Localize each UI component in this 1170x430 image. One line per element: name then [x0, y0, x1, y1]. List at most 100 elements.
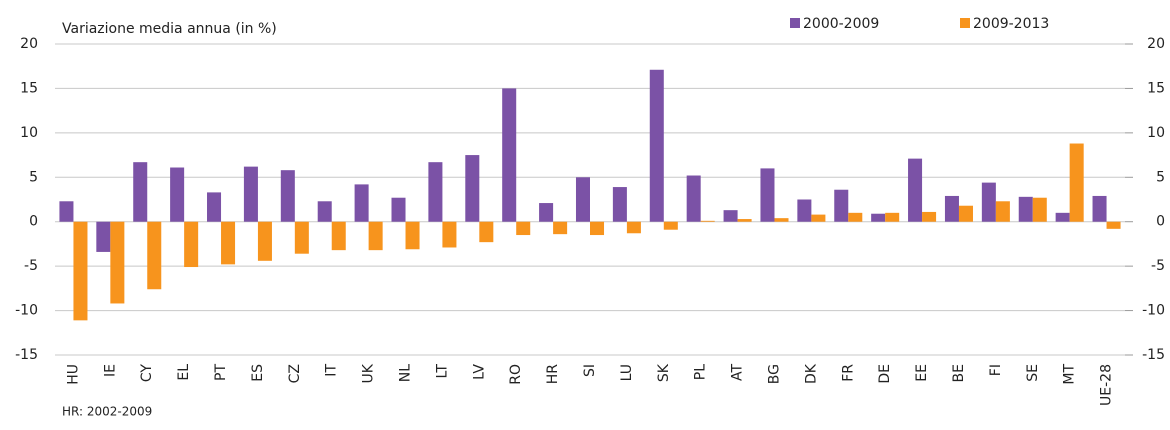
- y-tick-label: -5: [24, 258, 38, 274]
- bar: [207, 192, 222, 222]
- y-tick-label: 20: [20, 36, 38, 52]
- bar: [1106, 221, 1121, 229]
- bar: [995, 201, 1010, 222]
- bar: [848, 212, 863, 222]
- y2-tick-label: -15: [1142, 347, 1165, 363]
- x-tick-label: BE: [951, 364, 967, 382]
- bar: [686, 175, 701, 222]
- x-tick-label: DE: [877, 364, 893, 384]
- y2-tick-label: 0: [1156, 214, 1165, 230]
- x-tick-label: UE-28: [1099, 364, 1115, 406]
- bar: [626, 221, 641, 234]
- x-tick-label: EE: [914, 364, 930, 382]
- legend-swatch: [790, 18, 800, 28]
- x-tick-label: IT: [324, 364, 340, 377]
- bar: [885, 212, 900, 222]
- bar: [723, 210, 738, 222]
- y2-tick-label: 20: [1147, 36, 1165, 52]
- y2-tick-label: 5: [1156, 169, 1165, 185]
- y2-tick-label: 10: [1147, 125, 1165, 141]
- x-tick-label: HU: [65, 364, 81, 385]
- bar: [442, 221, 457, 248]
- y-tick-label: -10: [15, 303, 38, 319]
- bar: [257, 221, 272, 261]
- x-tick-label: SK: [656, 363, 672, 382]
- bar: [797, 199, 812, 222]
- bar: [774, 218, 789, 222]
- bar: [575, 177, 590, 222]
- bar: [317, 201, 332, 222]
- x-tick-label: PL: [693, 364, 709, 380]
- x-tick-label: HR: [545, 364, 561, 385]
- bar: [221, 221, 236, 265]
- x-tick-label: UK: [361, 363, 377, 383]
- legend-label: 2000-2009: [803, 16, 879, 32]
- bar: [391, 197, 406, 222]
- x-tick-label: SI: [582, 364, 598, 377]
- bar: [280, 170, 295, 222]
- bar: [465, 155, 480, 222]
- x-tick-label: CZ: [287, 364, 303, 383]
- y2-tick-label: -10: [1142, 303, 1165, 319]
- x-tick-label: ES: [250, 364, 266, 382]
- bar: [133, 162, 148, 222]
- x-tick-label: AT: [730, 364, 746, 381]
- x-tick-label: LV: [471, 364, 487, 380]
- bar: [737, 219, 752, 222]
- bar: [428, 162, 443, 222]
- y-tick-label: -15: [15, 347, 38, 363]
- y2-tick-label: 15: [1147, 80, 1165, 96]
- bar: [663, 221, 678, 230]
- y-tick-label: 5: [29, 169, 38, 185]
- bar: [908, 158, 923, 222]
- x-tick-label: PT: [213, 364, 229, 381]
- bar: [59, 201, 74, 222]
- bar: [331, 221, 346, 251]
- bar: [1018, 196, 1033, 222]
- x-tick-label: FR: [840, 364, 856, 382]
- legend-swatch: [960, 18, 970, 28]
- y-tick-label: 10: [20, 125, 38, 141]
- bar: [834, 189, 849, 222]
- bar: [944, 195, 959, 222]
- x-tick-label: NL: [398, 364, 414, 382]
- legend-label: 2009-2013: [973, 16, 1049, 32]
- bar: [958, 205, 973, 222]
- x-tick-label: FI: [988, 364, 1004, 376]
- bar: [1055, 212, 1070, 222]
- bar: [170, 167, 185, 222]
- x-tick-label: IE: [102, 364, 118, 377]
- x-tick-label: MT: [1062, 364, 1078, 385]
- y2-tick-label: -5: [1151, 258, 1165, 274]
- x-tick-label: DK: [803, 363, 819, 384]
- bar: [184, 221, 199, 268]
- y-tick-label: 15: [20, 80, 38, 96]
- bar: [479, 221, 494, 243]
- bar: [649, 69, 664, 222]
- bar: [368, 221, 383, 251]
- x-tick-label: CY: [139, 364, 155, 383]
- bar: [405, 221, 420, 250]
- bar: [612, 187, 627, 222]
- bar: [700, 220, 715, 222]
- bar: [147, 221, 162, 290]
- bar: [294, 221, 309, 254]
- bar: [871, 213, 886, 222]
- x-tick-label: LU: [619, 364, 635, 381]
- bar: [516, 221, 531, 236]
- bar: [1092, 195, 1107, 222]
- bar: [981, 182, 996, 222]
- bar: [1069, 143, 1084, 222]
- axis-title: Variazione media annua (in %): [62, 21, 277, 37]
- x-tick-label: RO: [508, 364, 524, 385]
- bar: [110, 221, 125, 304]
- bar: [553, 221, 568, 235]
- bar: [539, 203, 554, 222]
- y-tick-label: 0: [29, 214, 38, 230]
- bar: [73, 221, 88, 321]
- footnote: HR: 2002-2009: [62, 405, 152, 419]
- bar: [243, 166, 258, 222]
- bar: [354, 184, 369, 222]
- x-tick-label: EL: [176, 364, 192, 381]
